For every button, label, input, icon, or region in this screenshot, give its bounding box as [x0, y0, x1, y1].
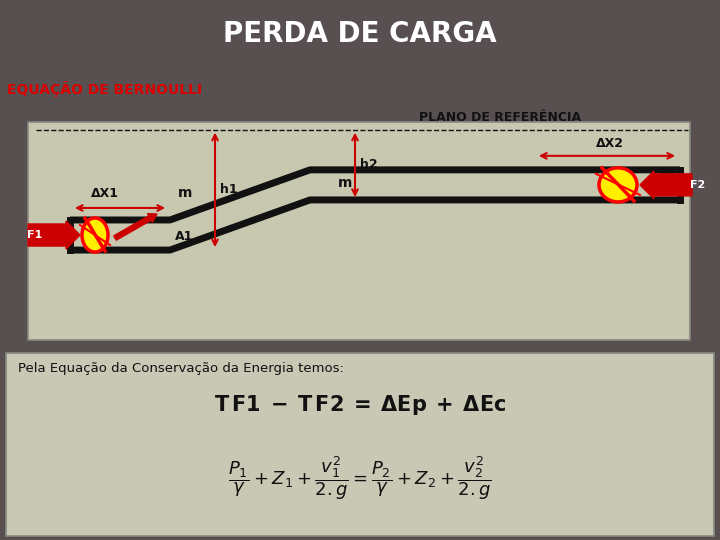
Text: h1: h1: [220, 184, 238, 197]
FancyArrow shape: [640, 171, 692, 199]
Text: PERDA DE CARGA: PERDA DE CARGA: [223, 20, 497, 48]
FancyBboxPatch shape: [6, 353, 714, 536]
FancyBboxPatch shape: [28, 122, 690, 340]
Text: h2: h2: [360, 158, 377, 171]
Text: ΔX2: ΔX2: [596, 137, 624, 150]
Text: PLANO DE REFERÊNCIA: PLANO DE REFERÊNCIA: [419, 111, 581, 124]
Text: Pela Equação da Conservação da Energia temos:: Pela Equação da Conservação da Energia t…: [18, 362, 344, 375]
Text: F1: F1: [27, 230, 42, 240]
Text: m: m: [338, 176, 352, 190]
FancyArrow shape: [28, 221, 80, 249]
Text: A1: A1: [175, 230, 194, 243]
Text: m: m: [178, 186, 192, 200]
FancyArrow shape: [114, 214, 157, 240]
Text: A2: A2: [660, 166, 678, 179]
Text: EQUAÇÃO DE BERNOULLI: EQUAÇÃO DE BERNOULLI: [7, 81, 202, 97]
Ellipse shape: [82, 218, 108, 252]
Text: $\mathbf{T\,F1\;-\;T\,F2\;=\;\Delta Ep\;+\;\Delta Ec}$: $\mathbf{T\,F1\;-\;T\,F2\;=\;\Delta Ep\;…: [214, 393, 506, 417]
Text: ΔX1: ΔX1: [91, 187, 119, 200]
Text: $\dfrac{P_1}{\gamma} + Z_1 + \dfrac{v_1^2}{2.g} = \dfrac{P_2}{\gamma} + Z_2 + \d: $\dfrac{P_1}{\gamma} + Z_1 + \dfrac{v_1^…: [228, 454, 492, 502]
FancyArrow shape: [645, 180, 681, 190]
Ellipse shape: [599, 168, 637, 202]
Text: F2: F2: [690, 180, 706, 190]
